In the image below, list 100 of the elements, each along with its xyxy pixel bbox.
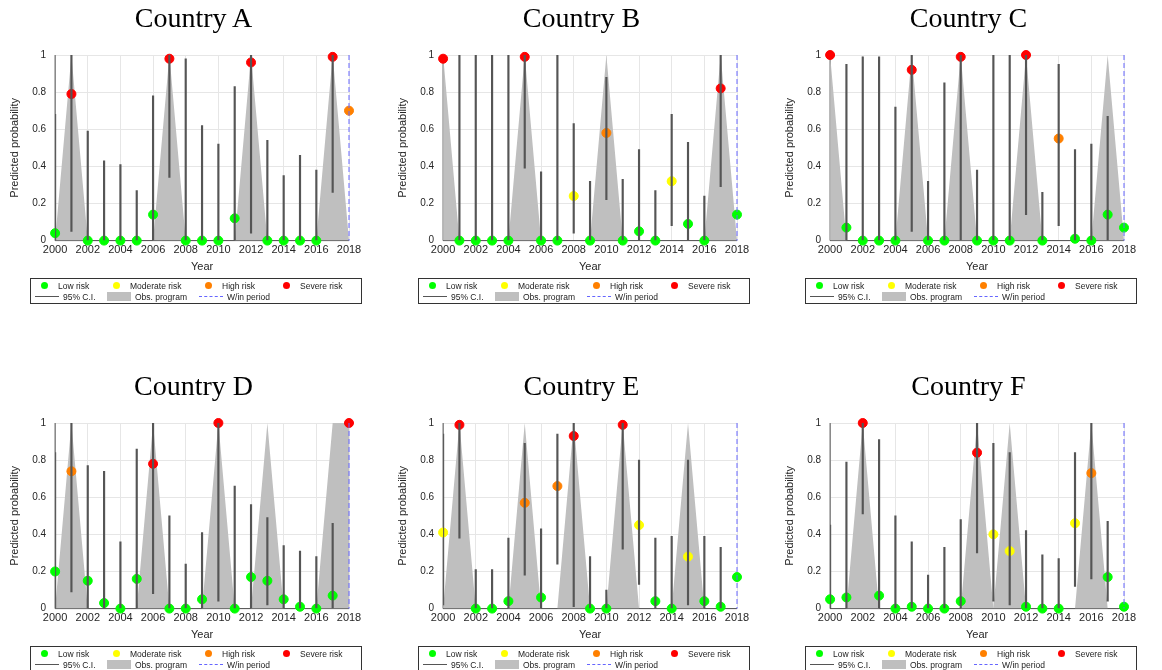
- x-axis-title: Year: [965, 260, 989, 273]
- x-tick-label: 2002: [463, 611, 488, 624]
- bar: [845, 461, 848, 609]
- y-tick-label: 0.6: [420, 490, 435, 502]
- x-tick-label: 2014: [1046, 611, 1071, 624]
- y-tick-label: 0.6: [807, 122, 822, 134]
- y-tick-label: 0: [428, 234, 435, 246]
- x-tick-label: 2016: [692, 243, 717, 256]
- point: [438, 527, 449, 538]
- x-tick-label: 2014: [271, 611, 296, 624]
- x-tick-label: 2018: [1111, 243, 1137, 256]
- x-tick-label: 2004: [883, 243, 908, 256]
- y-tick-label: 0.2: [32, 197, 47, 209]
- bar: [878, 439, 881, 609]
- x-tick-label: 2006: [915, 611, 941, 624]
- bar: [184, 58, 187, 241]
- x-tick-label: 2000: [430, 243, 456, 256]
- x-tick-label: 2010: [594, 611, 619, 624]
- bar: [103, 160, 106, 241]
- bar: [1090, 423, 1093, 580]
- y-tick-label: 0.6: [420, 122, 435, 134]
- point: [825, 594, 836, 605]
- y-tick-label: 0.4: [32, 528, 47, 540]
- x-axis-title: Year: [190, 260, 214, 273]
- bar: [523, 443, 526, 576]
- legend-label: Moderate risk: [130, 280, 182, 291]
- x-tick-label: 2002: [850, 611, 875, 624]
- y-tick-label: 0.8: [807, 85, 822, 97]
- y-tick-label: 0.4: [420, 528, 435, 540]
- point: [438, 53, 449, 64]
- x-tick-label: 2012: [238, 243, 264, 256]
- bar: [217, 423, 220, 602]
- legend-label: Severe risk: [1075, 648, 1118, 659]
- x-tick-label: 2004: [496, 611, 521, 624]
- x-axis-title: Year: [190, 628, 214, 641]
- chart-title: Country D: [133, 370, 254, 402]
- x-tick-label: 2010: [981, 611, 1006, 624]
- point: [825, 50, 836, 60]
- bar: [458, 55, 461, 241]
- x-tick-label: 2006: [140, 611, 166, 624]
- bar: [507, 537, 510, 609]
- bar: [926, 574, 930, 609]
- legend-label: Severe risk: [300, 648, 343, 659]
- x-tick-label: 2000: [817, 611, 843, 624]
- bar: [943, 547, 946, 609]
- bar: [151, 423, 155, 595]
- chart-title: Country B: [521, 2, 642, 34]
- x-tick-label: 2002: [463, 243, 488, 256]
- bar: [621, 179, 624, 241]
- y-axis-title: Predicted probability: [7, 97, 20, 198]
- legend-label: Obs. program: [523, 291, 575, 302]
- legend-label: Severe risk: [300, 280, 343, 291]
- y-tick-label: 0.2: [807, 565, 822, 577]
- bar: [523, 55, 526, 169]
- bar: [249, 55, 253, 234]
- bar: [184, 563, 187, 609]
- bar: [331, 55, 334, 193]
- legend-label: Obs. program: [910, 659, 962, 670]
- x-tick-label: 2010: [594, 243, 619, 256]
- y-tick-label: 0.8: [32, 453, 47, 465]
- bar: [1057, 63, 1060, 227]
- bar: [70, 55, 73, 232]
- bar: [637, 459, 641, 585]
- legend-label: Moderate risk: [518, 648, 570, 659]
- bar: [556, 55, 559, 241]
- bar: [878, 56, 881, 241]
- bar: [119, 164, 122, 241]
- bar: [298, 550, 302, 609]
- bar: [605, 589, 608, 609]
- legend-label: 95% C.I.: [63, 291, 96, 302]
- x-tick-label: 2016: [304, 611, 329, 624]
- legend-label: W/in period: [615, 659, 658, 670]
- y-tick-label: 0: [428, 602, 435, 614]
- bar: [233, 485, 236, 609]
- y-tick-label: 0: [815, 602, 822, 614]
- bar: [266, 140, 269, 241]
- x-tick-label: 2014: [271, 243, 296, 256]
- bar: [1090, 143, 1093, 241]
- y-tick-label: 1: [815, 48, 822, 60]
- x-tick-label: 2004: [108, 243, 133, 256]
- y-tick-label: 1: [40, 416, 47, 428]
- bar: [1041, 192, 1044, 241]
- legend-label: High risk: [997, 648, 1031, 659]
- y-tick-label: 0.2: [420, 565, 435, 577]
- x-tick-label: 2000: [430, 611, 456, 624]
- bar: [654, 190, 657, 241]
- x-tick-label: 2004: [108, 611, 133, 624]
- y-tick-label: 1: [428, 48, 435, 60]
- bar: [910, 541, 913, 609]
- bar: [86, 465, 89, 609]
- bar: [168, 515, 171, 609]
- point: [50, 228, 61, 239]
- x-tick-label: 2012: [1013, 243, 1039, 256]
- x-tick-label: 2014: [1046, 243, 1071, 256]
- x-tick-label: 2008: [948, 611, 973, 624]
- y-tick-label: 0.8: [32, 85, 47, 97]
- bar: [103, 470, 106, 609]
- x-tick-label: 2012: [626, 611, 652, 624]
- bar: [703, 535, 706, 609]
- legend-label: W/in period: [1002, 291, 1045, 302]
